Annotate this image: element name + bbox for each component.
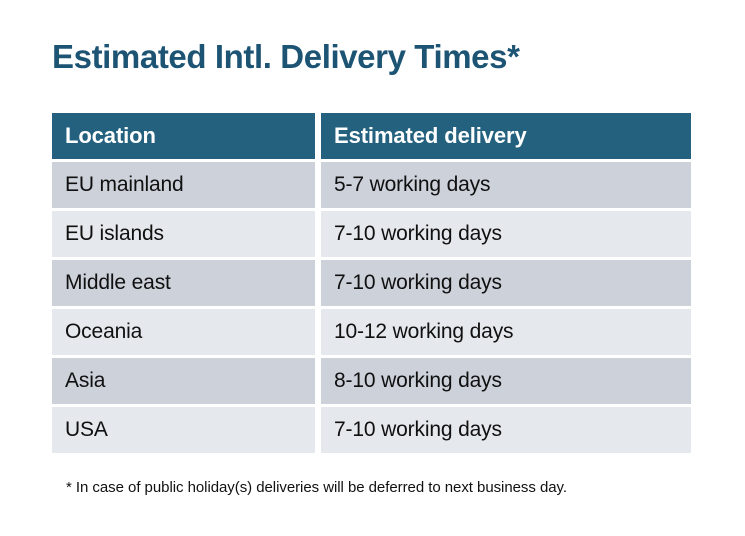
cell-location: Oceania (52, 309, 315, 355)
table-header-row: Location Estimated delivery (52, 113, 691, 159)
table-row: Oceania 10-12 working days (52, 309, 691, 355)
table-row: Middle east 7-10 working days (52, 260, 691, 306)
cell-location: EU mainland (52, 162, 315, 208)
table-row: USA 7-10 working days (52, 407, 691, 453)
cell-estimated-delivery: 7-10 working days (321, 211, 691, 257)
cell-location: USA (52, 407, 315, 453)
cell-location: EU islands (52, 211, 315, 257)
column-header-location: Location (52, 113, 315, 159)
cell-estimated-delivery: 8-10 working days (321, 358, 691, 404)
cell-estimated-delivery: 10-12 working days (321, 309, 691, 355)
cell-location: Asia (52, 358, 315, 404)
table-row: Asia 8-10 working days (52, 358, 691, 404)
page-title: Estimated Intl. Delivery Times* (52, 38, 520, 75)
cell-estimated-delivery: 7-10 working days (321, 407, 691, 453)
cell-estimated-delivery: 5-7 working days (321, 162, 691, 208)
table-row: EU mainland 5-7 working days (52, 162, 691, 208)
table-row: EU islands 7-10 working days (52, 211, 691, 257)
column-header-estimated-delivery: Estimated delivery (321, 113, 691, 159)
cell-location: Middle east (52, 260, 315, 306)
footnote: * In case of public holiday(s) deliverie… (66, 479, 567, 496)
cell-estimated-delivery: 7-10 working days (321, 260, 691, 306)
delivery-times-table: Location Estimated delivery EU mainland … (52, 113, 691, 453)
